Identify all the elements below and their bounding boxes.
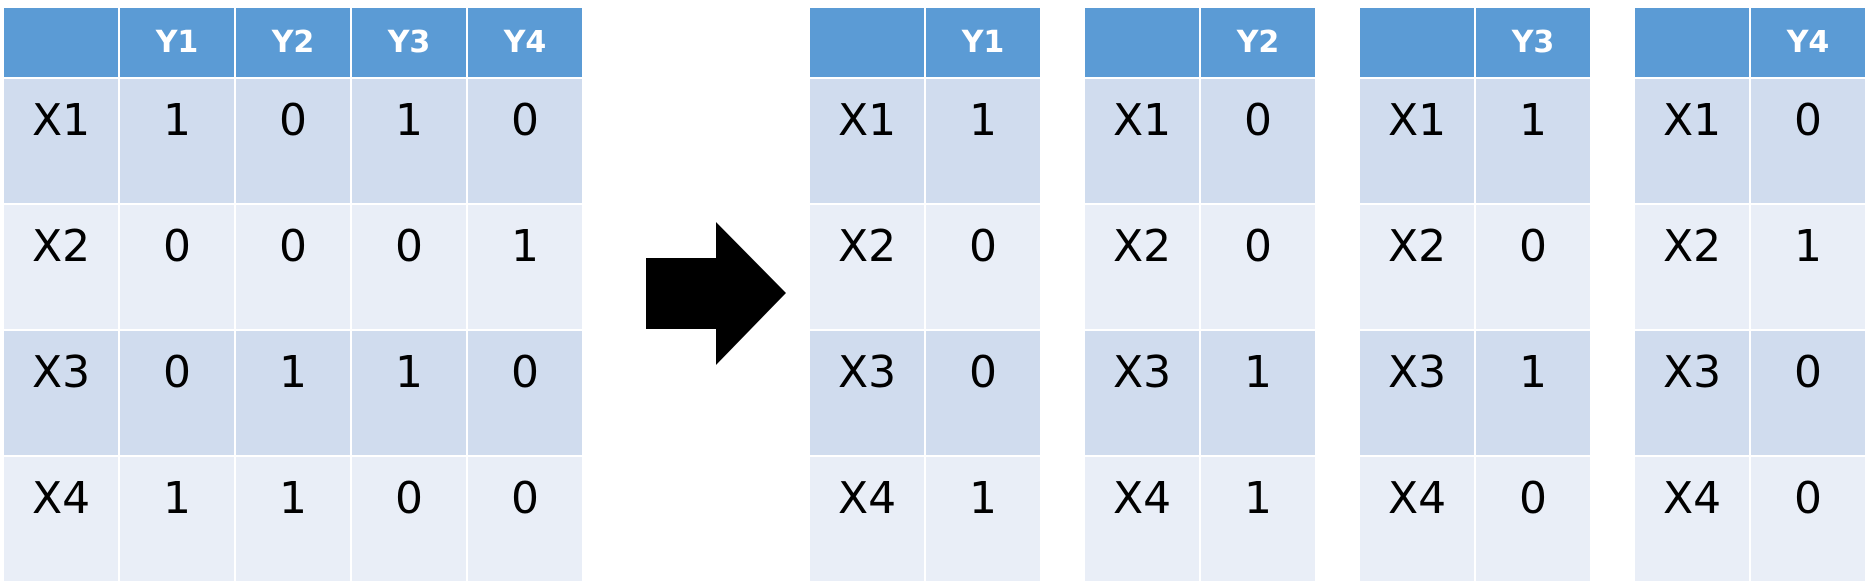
split-table-y2: Y2 X1 0 X2 0 X3 1 X4 1 [1083,6,1317,583]
cell-value: 0 [1474,455,1592,583]
cell-value: 0 [924,329,1042,457]
row-label: X2 [1358,203,1476,331]
row-label: X2 [808,203,926,331]
cell-value: 0 [1199,203,1317,331]
row-label: X3 [808,329,926,457]
row-label: X4 [808,455,926,583]
table-row: X1 1 [808,77,1042,205]
row-label: X4 [1633,455,1751,583]
table-row: X2 0 [1358,203,1592,331]
table-row: X3 1 [1083,329,1317,457]
corner-cell [1633,6,1751,79]
row-label: X1 [1083,77,1201,205]
row-label: X1 [1358,77,1476,205]
split-table-y3: Y3 X1 1 X2 0 X3 1 X4 0 [1358,6,1592,583]
cell-value: 1 [1749,203,1867,331]
split-table-y4: Y4 X1 0 X2 1 X3 0 X4 0 [1633,6,1867,583]
table-row: X4 1 1 0 0 [2,455,584,583]
cell-value: 1 [1199,455,1317,583]
cell-value: 1 [350,77,468,205]
header-row: Y1 Y2 Y3 Y4 [2,6,584,79]
cell-value: 0 [466,455,584,583]
cell-value: 1 [1474,77,1592,205]
corner-cell [2,6,120,79]
table-row: X1 0 [1633,77,1867,205]
corner-cell [1358,6,1476,79]
column-header: Y1 [924,6,1042,79]
cell-value: 1 [234,455,352,583]
cell-value: 0 [1749,77,1867,205]
right-arrow-shape [646,222,786,365]
table-row: X2 0 0 0 1 [2,203,584,331]
row-label: X1 [2,77,120,205]
column-header: Y3 [1474,6,1592,79]
row-label: X2 [2,203,120,331]
row-label: X1 [808,77,926,205]
cell-value: 1 [924,455,1042,583]
table-row: X1 0 [1083,77,1317,205]
cell-value: 1 [118,77,236,205]
header-row: Y1 [808,6,1042,79]
cell-value: 0 [466,329,584,457]
combined-table: Y1 Y2 Y3 Y4 X1 1 0 1 0 X2 0 0 0 1 X3 0 1… [2,6,584,583]
table-row: X3 0 [808,329,1042,457]
corner-cell [808,6,926,79]
cell-value: 1 [1474,329,1592,457]
cell-value: 1 [234,329,352,457]
column-header-y3: Y3 [350,6,468,79]
table-row: X1 1 0 1 0 [2,77,584,205]
corner-cell [1083,6,1201,79]
row-label: X1 [1633,77,1751,205]
column-header: Y2 [1199,6,1317,79]
table-row: X4 0 [1633,455,1867,583]
split-table-y1: Y1 X1 1 X2 0 X3 0 X4 1 [808,6,1042,583]
row-label: X3 [1633,329,1751,457]
cell-value: 0 [466,77,584,205]
row-label: X4 [2,455,120,583]
cell-value: 0 [1474,203,1592,331]
table-row: X4 1 [1083,455,1317,583]
cell-value: 0 [350,203,468,331]
column-header: Y4 [1749,6,1867,79]
cell-value: 1 [1199,329,1317,457]
table-row: X1 1 [1358,77,1592,205]
row-label: X3 [2,329,120,457]
cell-value: 1 [466,203,584,331]
cell-value: 0 [350,455,468,583]
row-label: X3 [1083,329,1201,457]
table-row: X4 0 [1358,455,1592,583]
table-row: X4 1 [808,455,1042,583]
cell-value: 0 [234,77,352,205]
table-row: X3 0 1 1 0 [2,329,584,457]
row-label: X4 [1083,455,1201,583]
right-arrow-icon [646,222,786,365]
column-header-y4: Y4 [466,6,584,79]
column-header-y2: Y2 [234,6,352,79]
cell-value: 0 [1199,77,1317,205]
column-header-y1: Y1 [118,6,236,79]
table-row: X2 1 [1633,203,1867,331]
row-label: X3 [1358,329,1476,457]
cell-value: 1 [350,329,468,457]
cell-value: 0 [924,203,1042,331]
table-row: X3 1 [1358,329,1592,457]
header-row: Y4 [1633,6,1867,79]
cell-value: 1 [118,455,236,583]
row-label: X2 [1633,203,1751,331]
row-label: X2 [1083,203,1201,331]
cell-value: 0 [118,203,236,331]
row-label: X4 [1358,455,1476,583]
table-row: X2 0 [808,203,1042,331]
header-row: Y3 [1358,6,1592,79]
cell-value: 0 [234,203,352,331]
table-row: X3 0 [1633,329,1867,457]
cell-value: 0 [118,329,236,457]
table-row: X2 0 [1083,203,1317,331]
cell-value: 0 [1749,455,1867,583]
header-row: Y2 [1083,6,1317,79]
cell-value: 0 [1749,329,1867,457]
cell-value: 1 [924,77,1042,205]
